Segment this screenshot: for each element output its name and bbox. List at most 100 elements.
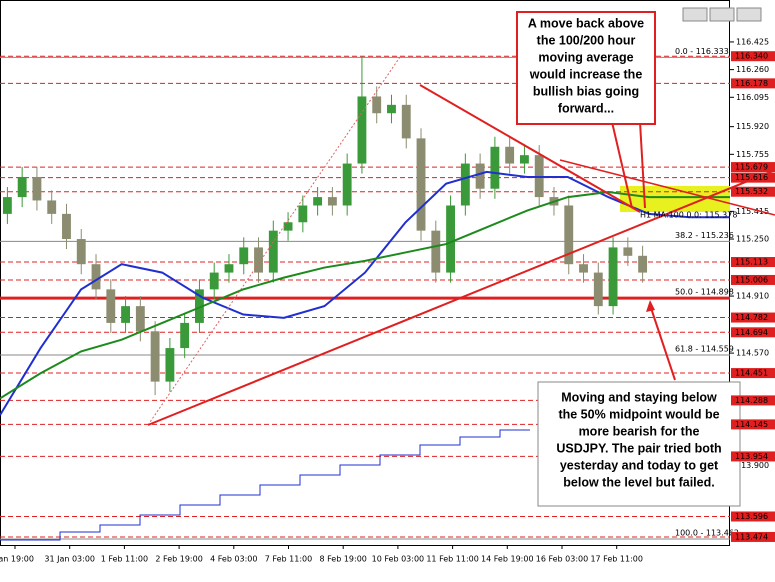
candle-body <box>32 176 42 201</box>
candle-body <box>195 289 204 323</box>
candle-body <box>593 272 603 307</box>
arrow-head <box>646 300 655 312</box>
y-tick-label: 116.425 <box>736 37 769 46</box>
x-tick-label: 7 Feb 11:00 <box>265 555 312 564</box>
candle-body <box>579 264 588 273</box>
button[interactable] <box>709 7 735 22</box>
level-tag <box>731 419 775 430</box>
fib-label: 100.0 - 113.462 <box>675 528 739 537</box>
candle-body <box>446 205 455 273</box>
arrow <box>649 304 676 381</box>
level-tag <box>731 274 775 285</box>
annotation: Moving and staying below <box>561 390 717 404</box>
x-tick-label: 16 Feb 03:00 <box>536 555 588 564</box>
candle-body <box>17 176 27 198</box>
annotation: forward... <box>558 101 614 115</box>
candle-body <box>2 197 12 214</box>
annotation-box <box>537 381 741 507</box>
x-tick-label: 8 Feb 19:00 <box>319 555 366 564</box>
candle-body <box>121 306 130 323</box>
trend-line <box>147 169 775 426</box>
x-tick-label: Jan 19:00 <box>0 555 34 564</box>
candle-body <box>505 146 515 164</box>
arrow <box>611 121 633 209</box>
level-label: 114.782 <box>735 313 768 322</box>
fib-label: 50.0 - 114.898 <box>675 288 734 297</box>
candle-body <box>165 348 175 382</box>
level-label: 114.451 <box>735 369 768 378</box>
y-tick-label: 114.910 <box>736 292 769 301</box>
candle-body <box>638 255 648 273</box>
candle-body <box>342 163 352 206</box>
annotation: below the level but failed. <box>563 475 714 489</box>
y-tick-label: 115.755 <box>736 150 769 159</box>
level-tag <box>731 327 775 338</box>
level-label: 113.596 <box>735 512 768 521</box>
candle-body <box>150 331 160 382</box>
x-tick-label: 11 Feb 11:00 <box>426 555 478 564</box>
annotation: would increase the <box>529 67 643 81</box>
trend-line <box>559 159 775 216</box>
moving-average <box>0 191 730 400</box>
level-tag <box>731 78 775 89</box>
candle-body <box>564 205 574 265</box>
annotation: USDJPY. The pair tried both <box>556 441 721 455</box>
candle-body <box>268 230 278 273</box>
level-tag <box>731 172 775 183</box>
button[interactable] <box>736 7 762 22</box>
level-tag <box>731 186 775 197</box>
candle-body <box>327 197 337 206</box>
arrow <box>639 121 646 209</box>
candle-body <box>76 239 86 265</box>
level-tag <box>731 312 775 323</box>
ma-label: H1 MA:100 0.0: 115.378 <box>640 211 737 220</box>
y-tick-label: 116.260 <box>736 65 769 74</box>
y-tick-label: 115.250 <box>736 235 769 244</box>
candle-body <box>283 222 293 231</box>
candle-body <box>47 200 57 214</box>
candle-body <box>62 213 71 240</box>
indicator-steps <box>0 429 530 541</box>
fib-label: 38.2 - 115.236 <box>675 231 734 240</box>
window-buttons <box>682 7 762 22</box>
candle-body <box>298 205 308 223</box>
level-label: 113.474 <box>735 532 768 541</box>
x-tick-label: 31 Jan 03:00 <box>44 555 95 564</box>
button[interactable] <box>682 7 708 22</box>
level-label: 115.679 <box>735 163 768 172</box>
x-tick-label: 17 Feb 11:00 <box>590 555 642 564</box>
annotation: A move back above <box>528 16 644 30</box>
candle-body <box>475 163 485 189</box>
candle-body <box>357 96 367 164</box>
x-tick-label: 1 Feb 11:00 <box>101 555 148 564</box>
level-tag <box>731 51 775 62</box>
candle-body <box>431 230 441 273</box>
candle-body <box>623 247 633 256</box>
level-label: 115.532 <box>735 187 768 196</box>
candle-body <box>372 96 382 114</box>
level-label: 116.178 <box>735 79 768 88</box>
fib-label: 61.8 - 114.559 <box>675 344 734 353</box>
y-tick-label: 113.900 <box>736 461 769 470</box>
candle-body <box>401 104 411 139</box>
candle-body <box>460 163 470 206</box>
level-label: 113.954 <box>735 452 768 461</box>
x-tick-label: 10 Feb 03:00 <box>372 555 424 564</box>
y-tick-label: 114.570 <box>736 349 769 358</box>
candle-body <box>490 146 500 189</box>
x-tick-label: 14 Feb 19:00 <box>481 555 533 564</box>
x-tick-label: 2 Feb 19:00 <box>155 555 202 564</box>
level-tag <box>731 451 775 462</box>
annotation: more bearish for the <box>579 424 700 438</box>
candle-body <box>239 247 249 265</box>
level-label: 114.288 <box>735 396 768 405</box>
candle-body <box>608 247 618 307</box>
plot-frame <box>0 0 730 546</box>
annotation: the 50% midpoint would be <box>558 407 719 421</box>
candle-body <box>416 138 426 231</box>
y-tick-label: 115.415 <box>736 207 769 216</box>
level-label: 114.145 <box>735 420 768 429</box>
level-label: 115.113 <box>735 258 768 267</box>
annotation: the 100/200 hour <box>537 33 636 47</box>
fib-label: 0.0 - 116.333 <box>675 47 729 56</box>
